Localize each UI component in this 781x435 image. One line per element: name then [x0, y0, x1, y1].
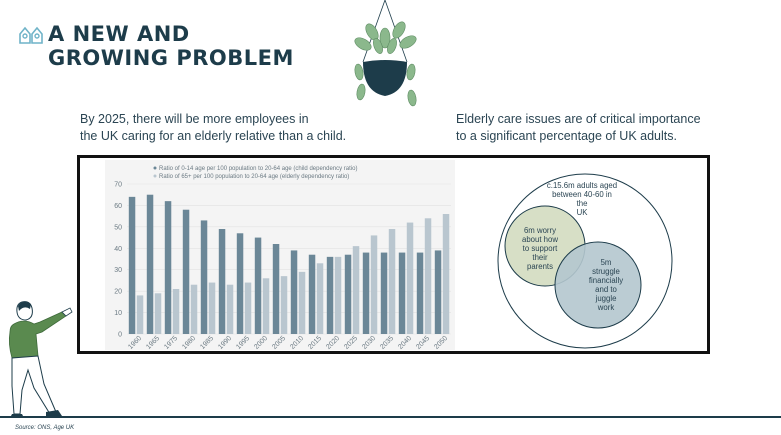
bar-child-ratio — [380, 252, 388, 334]
y-tick-label: 10 — [114, 310, 122, 317]
venn-right-label-line4: and to — [595, 285, 617, 294]
page-title-line1: A NEW AND — [48, 22, 190, 46]
venn-right-circle — [554, 241, 642, 329]
venn-right-label-line3: financially — [589, 276, 623, 285]
venn-right-label-line2: struggle — [592, 267, 620, 276]
bar-child-ratio — [218, 229, 226, 334]
bar-child-ratio — [128, 196, 136, 334]
legend-label-elderly: Ratio of 65+ per 100 population to 20-64… — [159, 174, 349, 180]
chart-bars — [128, 194, 450, 334]
bar-elderly-ratio — [172, 289, 180, 334]
venn-outer-label-line3: the — [577, 199, 588, 208]
bar-child-ratio — [434, 250, 442, 334]
left-subtitle: By 2025, there will be more employees in… — [80, 111, 380, 145]
left-subtitle-line1: By 2025, there will be more employees in — [80, 112, 309, 126]
logo-icon — [19, 26, 43, 44]
bar-child-ratio — [326, 256, 334, 334]
venn-left-label-line3: to support — [523, 244, 559, 253]
y-tick-label: 50 — [114, 224, 122, 231]
bar-elderly-ratio — [190, 284, 198, 334]
bar-elderly-ratio — [424, 218, 432, 334]
venn-left-label-line1: 6m worry — [524, 226, 556, 235]
y-tick-label: 60 — [114, 203, 122, 210]
bar-child-ratio — [236, 233, 244, 334]
bar-child-ratio — [146, 194, 154, 334]
y-tick-label: 70 — [114, 182, 122, 189]
bar-child-ratio — [164, 201, 172, 334]
chart-grid — [127, 183, 451, 335]
right-subtitle: Elderly care issues are of critical impo… — [456, 111, 756, 145]
bar-elderly-ratio — [406, 222, 414, 334]
bar-child-ratio — [272, 244, 280, 334]
bar-child-ratio — [344, 254, 352, 334]
bar-elderly-ratio — [244, 282, 252, 334]
venn-left-label-line4: their — [532, 253, 548, 262]
page-title-line2: GROWING PROBLEM — [48, 46, 294, 70]
venn-outer-label-line4: UK — [577, 208, 589, 217]
person-pointing-illustration — [8, 301, 73, 418]
bar-elderly-ratio — [298, 271, 306, 334]
bar-elderly-ratio — [334, 256, 342, 334]
bar-elderly-ratio — [316, 263, 324, 334]
source-note: Source: ONS, Age UK — [15, 425, 75, 431]
bar-elderly-ratio — [352, 246, 360, 334]
bar-child-ratio — [398, 252, 406, 334]
bar-child-ratio — [308, 254, 316, 334]
right-subtitle-line1: Elderly care issues are of critical impo… — [456, 112, 701, 126]
left-subtitle-line2: the UK caring for an elderly relative th… — [80, 129, 347, 143]
bar-elderly-ratio — [262, 278, 270, 334]
legend-marker-child — [153, 166, 157, 170]
bar-elderly-ratio — [280, 276, 288, 334]
bar-child-ratio — [200, 220, 208, 334]
venn-outer-label-line1: c.15.6m adults aged — [547, 181, 617, 190]
y-tick-label: 40 — [114, 246, 122, 253]
y-tick-label: 20 — [114, 289, 122, 296]
chart-background — [105, 160, 455, 350]
bar-elderly-ratio — [442, 214, 450, 334]
venn-right-label-line5: juggle — [595, 294, 617, 303]
hanging-plant-illustration — [354, 0, 417, 107]
bar-elderly-ratio — [370, 235, 378, 334]
bar-child-ratio — [290, 250, 298, 334]
bar-child-ratio — [362, 252, 370, 334]
venn-right-label-line1: 5m — [601, 258, 612, 267]
y-tick-label: 0 — [118, 332, 122, 339]
y-tick-label: 30 — [114, 267, 122, 274]
bar-elderly-ratio — [154, 293, 162, 334]
right-subtitle-line2: to a significant percentage of UK adults… — [456, 129, 677, 143]
bar-elderly-ratio — [208, 282, 216, 334]
bar-child-ratio — [416, 252, 424, 334]
bar-elderly-ratio — [388, 229, 396, 334]
venn-left-label-line2: about how — [522, 235, 558, 244]
bar-elderly-ratio — [226, 284, 234, 334]
venn-left-label-line5: parents — [527, 262, 553, 271]
chart-legend: Ratio of 0-14 age per 100 population to … — [153, 166, 357, 180]
legend-marker-elderly — [153, 174, 157, 178]
chart-y-ticks: 0 10 20 30 40 50 60 70 — [114, 182, 122, 339]
footer-divider — [0, 416, 781, 418]
bar-child-ratio — [254, 237, 262, 334]
venn-diagram: c.15.6m adults aged between 40-60 in the… — [497, 173, 673, 349]
bar-child-ratio — [182, 209, 190, 334]
legend-label-child: Ratio of 0-14 age per 100 population to … — [159, 166, 357, 172]
bar-elderly-ratio — [136, 295, 144, 334]
venn-outer-label-line2: between 40-60 in — [552, 190, 612, 199]
venn-right-label-line6: work — [597, 303, 615, 312]
